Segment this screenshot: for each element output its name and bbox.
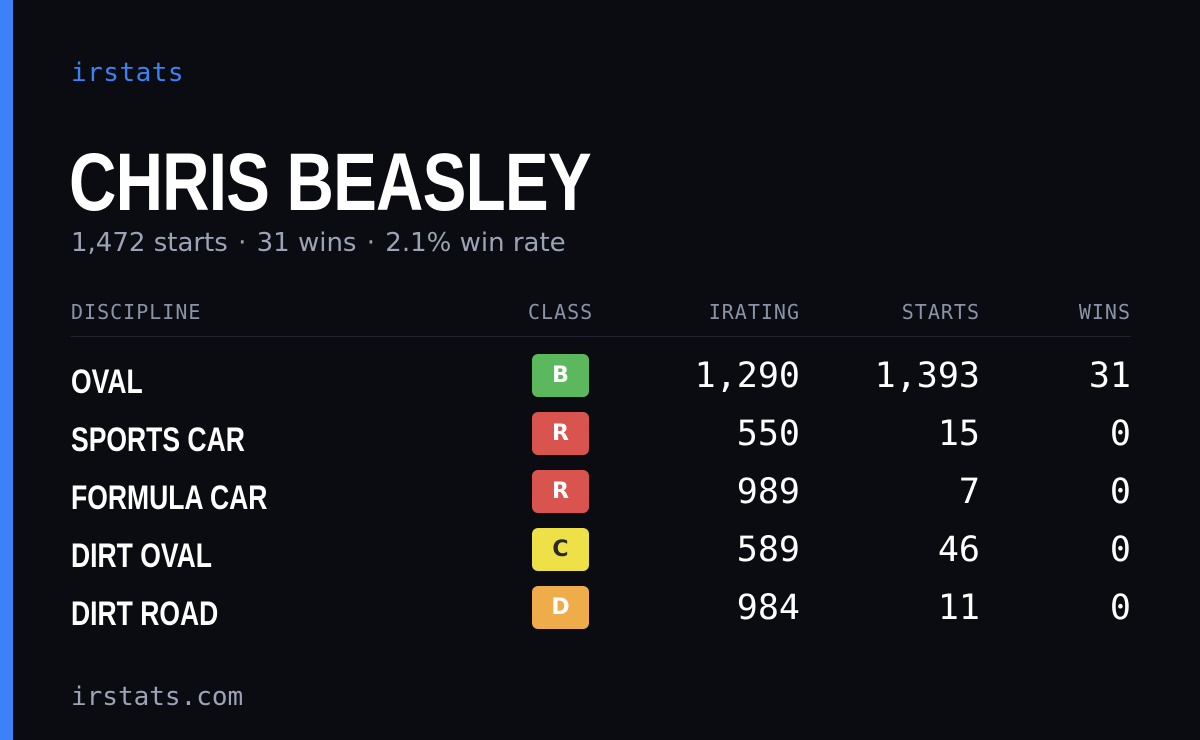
wins-value: 0	[1109, 414, 1131, 454]
table-row: DIRT OVAL C 589 46 0	[71, 526, 1131, 584]
column-header-irating: IRATING	[708, 300, 800, 324]
column-header-starts: STARTS	[901, 300, 980, 324]
starts-value: 15	[937, 414, 980, 454]
discipline-name: DIRT ROAD	[71, 595, 219, 633]
discipline-table: DISCIPLINE CLASS IRATING STARTS WINS OVA…	[71, 298, 1131, 642]
class-badge: R	[532, 412, 589, 455]
irating-value: 550	[736, 414, 800, 454]
table-header: DISCIPLINE CLASS IRATING STARTS WINS	[71, 298, 1131, 337]
starts-value: 7	[958, 472, 980, 512]
page-title: CHRIS BEASLEY	[69, 137, 592, 228]
class-badge: D	[532, 586, 589, 629]
accent-bar	[0, 0, 13, 740]
driver-summary: 1,472 starts · 31 wins · 2.1% win rate	[71, 228, 566, 258]
wins-value: 0	[1109, 472, 1131, 512]
wins-value: 31	[1088, 356, 1131, 396]
summary-win-rate: 2.1% win rate	[385, 228, 566, 258]
discipline-name: OVAL	[71, 363, 143, 401]
irating-value: 1,290	[694, 356, 800, 396]
column-header-discipline: DISCIPLINE	[71, 300, 202, 324]
starts-value: 1,393	[874, 356, 980, 396]
irating-value: 989	[736, 472, 800, 512]
summary-separator: ·	[366, 228, 376, 258]
table-row: FORMULA CAR R 989 7 0	[71, 468, 1131, 526]
footer-url[interactable]: irstats.com	[71, 682, 244, 712]
table-body: OVAL B 1,290 1,393 31 SPORTS CAR R 550 15 0 FORMUL…	[71, 352, 1131, 642]
irating-value: 589	[736, 530, 800, 570]
wins-value: 0	[1109, 588, 1131, 628]
irating-value: 984	[736, 588, 800, 628]
discipline-name: DIRT OVAL	[71, 537, 212, 575]
discipline-name: FORMULA CAR	[71, 479, 268, 517]
discipline-name: SPORTS CAR	[71, 421, 245, 459]
class-badge: R	[532, 470, 589, 513]
column-header-class: CLASS	[528, 300, 594, 324]
class-badge: C	[532, 528, 589, 571]
table-row: SPORTS CAR R 550 15 0	[71, 410, 1131, 468]
class-badge: B	[532, 354, 589, 397]
summary-wins: 31 wins	[256, 228, 357, 258]
wins-value: 0	[1109, 530, 1131, 570]
summary-separator: ·	[238, 228, 247, 258]
table-row: OVAL B 1,290 1,393 31	[71, 352, 1131, 410]
column-header-wins: WINS	[1078, 300, 1131, 324]
summary-starts: 1,472 starts	[71, 228, 228, 258]
brand-logo[interactable]: irstats	[71, 58, 185, 88]
starts-value: 46	[937, 530, 980, 570]
starts-value: 11	[937, 588, 980, 628]
table-row: DIRT ROAD D 984 11 0	[71, 584, 1131, 642]
